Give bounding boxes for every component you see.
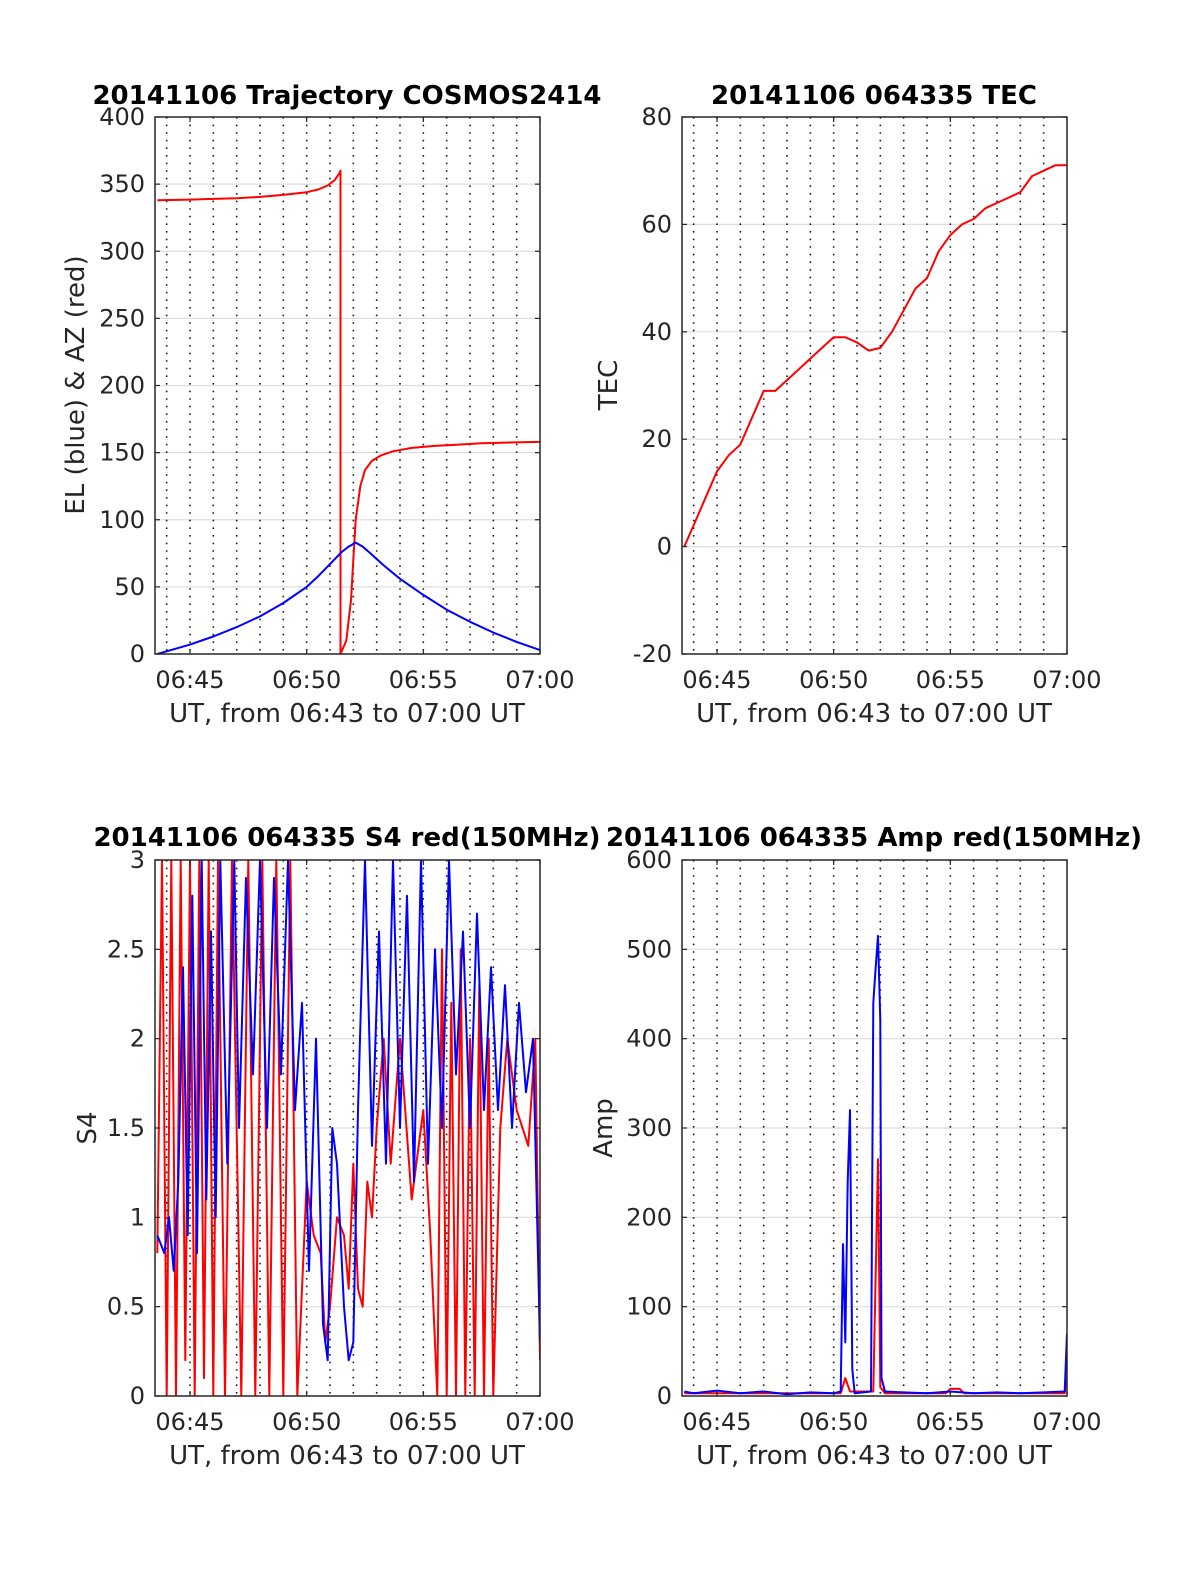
tec-panel: -20 0 20 40 60 80 06:45 06:50 06:55 07:00 2014110… bbox=[594, 81, 1102, 729]
y-tick-label: 80 bbox=[641, 103, 672, 131]
red-series-line bbox=[683, 164, 1067, 548]
x-tick-label: 06:50 bbox=[799, 1408, 868, 1436]
red-series-line bbox=[156, 860, 540, 1396]
x-tick-label: 06:50 bbox=[272, 1408, 341, 1436]
x-axis-label: UT, from 06:43 to 07:00 UT bbox=[169, 1441, 525, 1471]
x-tick-label: 06:55 bbox=[389, 666, 458, 694]
series-group bbox=[683, 164, 1067, 548]
grid bbox=[155, 117, 540, 654]
chart-title: 20141106 Trajectory COSMOS2414 bbox=[92, 81, 601, 111]
y-tick-label: 0.5 bbox=[107, 1293, 145, 1321]
y-axis-label: Amp bbox=[589, 1098, 619, 1158]
y-tick-label: 200 bbox=[99, 372, 145, 400]
y-tick-label: 60 bbox=[641, 210, 672, 238]
y-tick-label: 1 bbox=[130, 1203, 145, 1231]
tick-labels: -20 0 20 40 60 80 06:45 06:50 06:55 07:00 bbox=[633, 103, 1102, 694]
y-tick-label: 0 bbox=[657, 533, 672, 561]
x-tick-label: 06:45 bbox=[682, 1408, 751, 1436]
x-tick-label: 07:00 bbox=[505, 666, 574, 694]
y-tick-label: 1.5 bbox=[107, 1114, 145, 1142]
chart-title: 20141106 064335 Amp red(150MHz) bbox=[606, 823, 1142, 853]
chart-title: 20141106 064335 TEC bbox=[711, 81, 1037, 111]
chart-title: 20141106 064335 S4 red(150MHz) bbox=[93, 823, 600, 853]
x-tick-label: 06:45 bbox=[155, 666, 224, 694]
x-tick-label: 07:00 bbox=[1032, 666, 1101, 694]
y-tick-label: 2.5 bbox=[107, 935, 145, 963]
y-tick-label: 300 bbox=[626, 1114, 672, 1142]
x-axis-label: UT, from 06:43 to 07:00 UT bbox=[696, 1441, 1052, 1471]
y-tick-label: 300 bbox=[99, 237, 145, 265]
y-axis-label: S4 bbox=[73, 1111, 103, 1144]
blue-series-line bbox=[684, 934, 1067, 1396]
tick-labels: 0 50 100 150 200 250 300 350 400 06:45 06:50 06:55 0… bbox=[99, 103, 574, 694]
y-axis-label: EL (blue) & AZ (red) bbox=[61, 255, 91, 514]
series-group bbox=[157, 169, 540, 654]
series-group bbox=[684, 934, 1067, 1396]
y-tick-label: 200 bbox=[626, 1203, 672, 1231]
y-tick-label: 3 bbox=[130, 846, 145, 874]
x-axis-label: UT, from 06:43 to 07:00 UT bbox=[169, 699, 525, 729]
x-tick-label: 06:55 bbox=[389, 1408, 458, 1436]
y-tick-label: 40 bbox=[641, 318, 672, 346]
y-tick-label: 50 bbox=[114, 573, 145, 601]
y-tick-label: 400 bbox=[99, 103, 145, 131]
y-tick-label: 400 bbox=[626, 1025, 672, 1053]
blue-series-line bbox=[157, 541, 540, 654]
y-tick-label: 500 bbox=[626, 935, 672, 963]
red-series-line bbox=[157, 169, 540, 654]
plot-area bbox=[682, 117, 1067, 654]
x-axis-label: UT, from 06:43 to 07:00 UT bbox=[696, 699, 1052, 729]
x-tick-label: 06:45 bbox=[682, 666, 751, 694]
tick-labels: 0 0.5 1 1.5 2 2.5 3 06:45 06:50 06:55 07:00 bbox=[107, 846, 575, 1436]
y-tick-label: 2 bbox=[130, 1025, 145, 1053]
axes-box bbox=[681, 116, 1068, 655]
grid bbox=[682, 117, 1067, 654]
x-tick-label: 06:55 bbox=[916, 1408, 985, 1436]
y-tick-label: -20 bbox=[633, 640, 672, 668]
trajectory-panel: 0 50 100 150 200 250 300 350 400 06:45 06:50 06:55 0… bbox=[61, 81, 602, 729]
y-tick-label: 0 bbox=[657, 1382, 672, 1410]
blue-series-line bbox=[156, 860, 540, 1362]
y-tick-label: 600 bbox=[626, 846, 672, 874]
x-tick-label: 06:55 bbox=[916, 666, 985, 694]
y-tick-label: 20 bbox=[641, 425, 672, 453]
y-tick-label: 250 bbox=[99, 304, 145, 332]
x-tick-label: 07:00 bbox=[1032, 1408, 1101, 1436]
y-tick-label: 0 bbox=[130, 640, 145, 668]
x-tick-label: 06:50 bbox=[272, 666, 341, 694]
x-tick-label: 06:45 bbox=[155, 1408, 224, 1436]
s4-panel: 0 0.5 1 1.5 2 2.5 3 06:45 06:50 06:55 07:00 201411… bbox=[73, 823, 601, 1471]
x-tick-label: 07:00 bbox=[505, 1408, 574, 1436]
y-tick-label: 150 bbox=[99, 439, 145, 467]
series-group bbox=[156, 860, 540, 1396]
x-tick-label: 06:50 bbox=[799, 666, 868, 694]
y-tick-label: 350 bbox=[99, 170, 145, 198]
y-tick-label: 100 bbox=[99, 506, 145, 534]
y-axis-label: TEC bbox=[594, 360, 624, 411]
tick-labels: 0 100 200 300 400 500 600 06:45 06:50 06:55 07:00 bbox=[626, 846, 1101, 1436]
y-tick-label: 0 bbox=[130, 1382, 145, 1410]
y-tick-label: 100 bbox=[626, 1293, 672, 1321]
